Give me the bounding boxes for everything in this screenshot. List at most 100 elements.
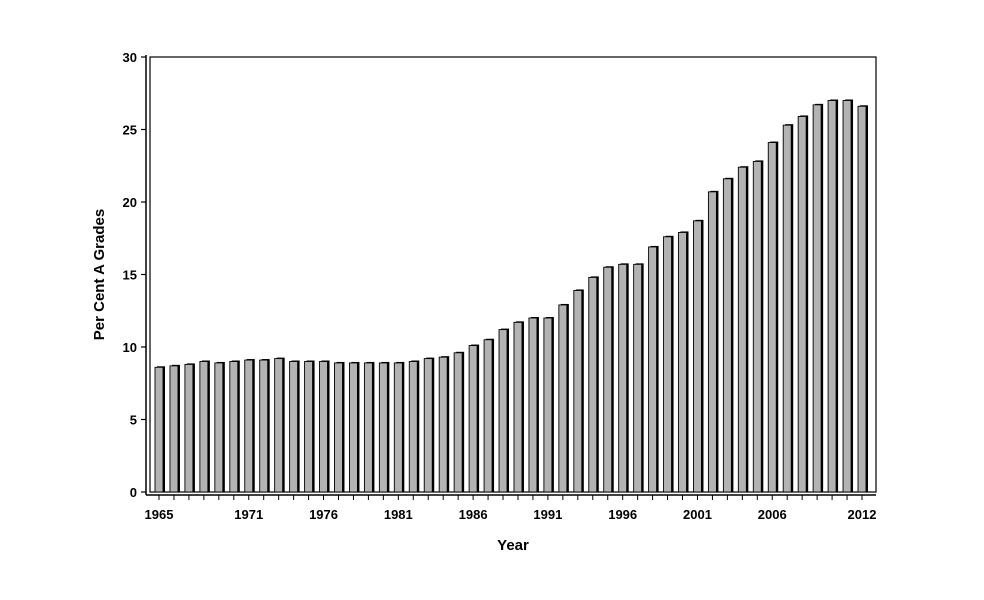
bar <box>603 266 613 493</box>
y-tick-label: 10 <box>123 340 137 355</box>
bar-2005 <box>752 160 764 493</box>
bar-2010 <box>827 99 839 493</box>
bar <box>169 365 179 493</box>
x-tick-label: 1991 <box>533 507 562 522</box>
bar-1983 <box>423 357 435 493</box>
bar <box>543 317 553 493</box>
bar <box>558 304 568 493</box>
x-tick-label: 1976 <box>309 507 338 522</box>
bar <box>588 276 598 493</box>
x-tick-label: 1971 <box>234 507 263 522</box>
bar <box>423 358 433 493</box>
bar <box>244 359 254 493</box>
bar <box>274 358 284 493</box>
bar-1985 <box>453 351 465 493</box>
bar <box>857 105 867 493</box>
y-tick-label: 30 <box>123 50 137 65</box>
bar-1998 <box>648 245 659 493</box>
bar <box>378 362 388 493</box>
bar <box>348 362 358 493</box>
bar-1980 <box>378 361 390 493</box>
bar-1992 <box>558 303 569 493</box>
bar-2000 <box>678 231 689 493</box>
x-tick-label: 2001 <box>683 507 712 522</box>
bar <box>693 220 702 493</box>
bar <box>707 191 717 493</box>
bar <box>229 361 239 493</box>
bar-1979 <box>363 361 375 493</box>
bar <box>722 178 732 493</box>
bar-1975 <box>304 360 315 493</box>
bar <box>618 263 628 493</box>
bar-1986 <box>468 344 480 493</box>
bar <box>752 160 762 493</box>
bar-1989 <box>513 321 524 493</box>
bar <box>154 366 164 493</box>
bar <box>483 339 493 493</box>
bar-2009 <box>812 103 824 493</box>
bar-1972 <box>259 359 270 493</box>
bar-1974 <box>289 360 300 493</box>
bar-2007 <box>782 124 794 493</box>
bar-1969 <box>214 361 225 493</box>
bar-2004 <box>737 166 749 493</box>
bar-2001 <box>693 219 704 493</box>
bar-2012 <box>857 105 868 493</box>
bar-1995 <box>603 266 614 493</box>
bar <box>797 115 807 493</box>
bar-1994 <box>588 276 599 493</box>
bar <box>782 124 792 493</box>
bar-1984 <box>438 356 450 493</box>
bar <box>513 321 523 493</box>
bar <box>633 263 643 493</box>
bar <box>259 359 269 493</box>
bar-1967 <box>184 363 195 493</box>
bar <box>842 100 852 493</box>
bar <box>573 290 583 493</box>
bar <box>453 352 463 493</box>
bar-1988 <box>498 328 510 493</box>
y-tick-label: 5 <box>130 413 137 428</box>
x-tick-label: 2012 <box>848 507 877 522</box>
bar-2002 <box>707 190 719 493</box>
bar <box>528 317 538 493</box>
bar <box>408 361 418 493</box>
bar-1999 <box>663 235 674 493</box>
bar <box>678 231 687 493</box>
bar-1965 <box>154 366 165 493</box>
bar-2008 <box>797 115 809 493</box>
bars-group <box>154 99 868 493</box>
x-tick-label: 1996 <box>608 507 637 522</box>
bar-2006 <box>767 141 779 493</box>
bar <box>199 361 209 493</box>
plot-area-frame <box>145 55 877 496</box>
bar <box>319 361 328 493</box>
bar-1991 <box>543 317 554 493</box>
bar <box>214 362 224 493</box>
bar-1976 <box>319 360 330 493</box>
bar <box>827 100 837 493</box>
bar <box>363 362 373 493</box>
bar <box>289 361 299 493</box>
bar-1977 <box>334 361 345 493</box>
y-tick-label: 0 <box>130 485 137 500</box>
x-tick-label: 1965 <box>145 507 174 522</box>
x-axis-ticks: 1965 1971 1976 1981 1986 1991 1996 2001 2006 2012 <box>145 495 877 522</box>
bar <box>304 361 314 493</box>
x-tick-label: 1981 <box>384 507 413 522</box>
bar-1997 <box>633 263 644 493</box>
bar-1978 <box>348 361 360 493</box>
bar <box>438 356 448 493</box>
bar-2003 <box>722 177 734 493</box>
y-tick-label: 15 <box>123 268 137 283</box>
bar-1990 <box>528 317 539 493</box>
bar <box>334 362 343 493</box>
y-tick-label: 20 <box>123 195 137 210</box>
bar <box>648 246 658 493</box>
plot-border <box>149 56 877 493</box>
y-tick-label: 25 <box>123 123 137 138</box>
bar-1987 <box>483 338 495 493</box>
bar <box>468 345 478 493</box>
bar-1971 <box>244 359 255 493</box>
bar-1981 <box>393 361 405 493</box>
